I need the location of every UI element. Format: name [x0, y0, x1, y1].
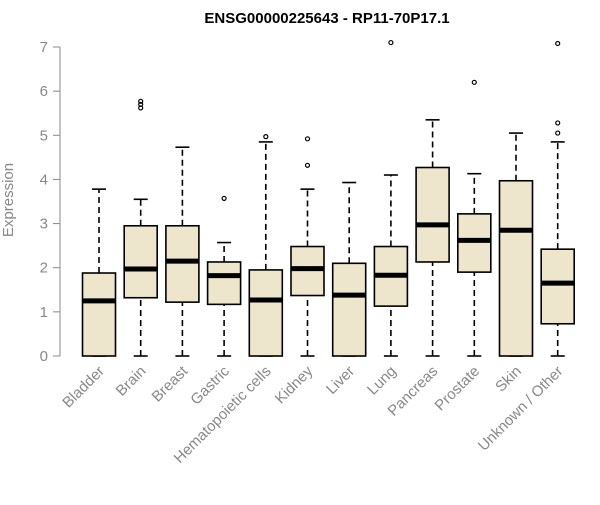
- outlier-point: [555, 120, 561, 126]
- box-iqr: [540, 248, 576, 325]
- box-brain: [123, 98, 158, 357]
- outlier-point: [555, 40, 561, 47]
- box-liver: [331, 181, 367, 357]
- box-iqr: [331, 262, 367, 357]
- box-iqr: [456, 213, 492, 273]
- y-tick-label: 7: [40, 39, 48, 56]
- y-tick-label: 2: [40, 260, 48, 277]
- outlier-point: [555, 130, 561, 136]
- x-tick-label: Skin: [492, 363, 525, 396]
- box-bladder: [81, 188, 117, 357]
- y-tick-label: 0: [40, 348, 48, 365]
- y-axis: 0 1 2 3 4 5 6 7: [40, 39, 61, 365]
- y-tick-label: 1: [40, 304, 48, 321]
- box-iqr: [165, 224, 200, 303]
- box-gastric: [206, 195, 242, 357]
- x-tick-label: Kidney: [272, 362, 317, 407]
- x-tick-label: Bladder: [59, 363, 108, 412]
- y-tick-label: 3: [40, 216, 48, 233]
- box-kidney: [290, 136, 325, 357]
- outlier-point: [304, 162, 311, 168]
- box-hematopoietic-cells: [248, 134, 284, 357]
- chart-title: ENSG00000225643 - RP11-70P17.1: [204, 10, 449, 27]
- outlier-point: [263, 134, 269, 140]
- box-skin: [498, 132, 534, 357]
- x-tick-label: Brain: [113, 363, 150, 400]
- box-iqr: [81, 272, 117, 357]
- outlier-point: [304, 136, 311, 142]
- y-tick-label: 5: [40, 127, 48, 144]
- box-unknown-other: [540, 40, 576, 357]
- box-iqr: [415, 166, 450, 263]
- box-iqr: [248, 269, 284, 357]
- box-prostate: [456, 79, 492, 357]
- box-lung: [373, 39, 409, 357]
- x-tick-label: Breast: [149, 362, 192, 405]
- x-tick-label: Liver: [323, 363, 358, 398]
- box-iqr: [123, 224, 158, 299]
- outlier-point: [388, 39, 394, 46]
- outlier-point: [471, 79, 477, 85]
- box-pancreas: [415, 119, 450, 357]
- outlier-point: [138, 101, 144, 107]
- box-iqr: [206, 261, 242, 306]
- y-tick-label: 6: [40, 83, 48, 100]
- x-tick-label: Lung: [364, 363, 400, 399]
- y-axis-label: Expression: [0, 163, 17, 237]
- outlier-point: [138, 98, 144, 104]
- outlier-point: [221, 195, 227, 202]
- x-tick-label: Prostate: [432, 363, 484, 415]
- box-iqr: [498, 179, 534, 357]
- y-tick-label: 4: [40, 171, 48, 188]
- boxes-group: [81, 39, 576, 357]
- box-breast: [165, 146, 200, 357]
